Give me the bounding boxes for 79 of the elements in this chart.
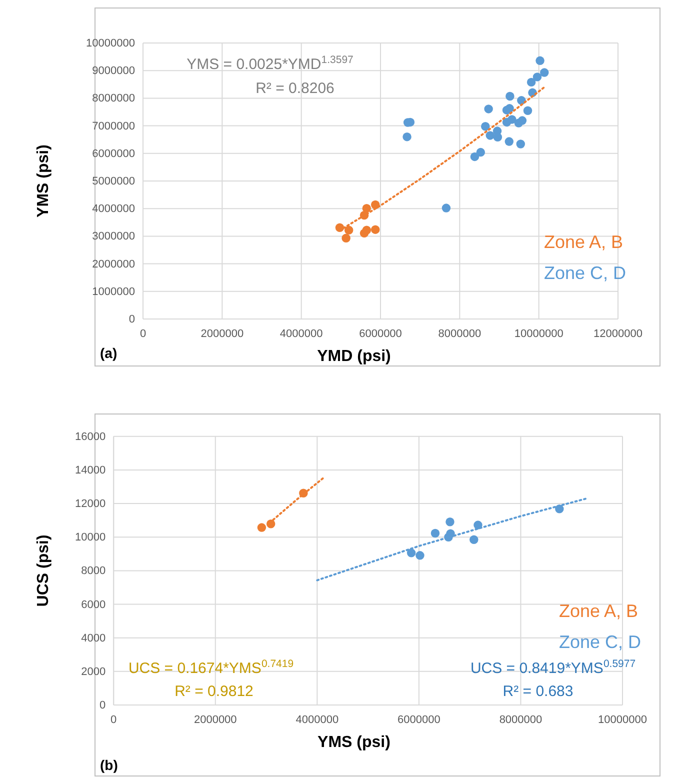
point: [504, 137, 514, 146]
point: [518, 116, 527, 125]
annotation: R² = 0.9812: [174, 683, 254, 700]
point: [476, 148, 486, 157]
point: [506, 92, 514, 101]
y-tick-label: 14000: [75, 464, 106, 476]
annotation: UCS = 0.8419*YMS$^{0.5977}$: [470, 658, 636, 677]
y-tick-label: 6000: [81, 598, 106, 611]
point: [402, 132, 412, 142]
point: [493, 132, 502, 142]
y-tick-label: 3000000: [92, 230, 135, 243]
y-tick-label: 0: [128, 314, 135, 326]
point: [532, 72, 542, 82]
x-axis-title: YMD (psi): [317, 348, 391, 365]
x-tick-label: 12000000: [594, 328, 642, 340]
y-axis-title: YMS (psi): [35, 144, 52, 218]
point: [486, 131, 495, 140]
point: [505, 104, 514, 113]
point: [430, 528, 440, 538]
point: [526, 78, 536, 87]
y-tick-label: 12000: [75, 498, 106, 510]
point: [516, 140, 525, 148]
y-tick-label: 16000: [75, 430, 106, 443]
text: Zone C, D: [544, 263, 626, 283]
point: [342, 234, 350, 242]
x-tick-label: 0: [140, 328, 146, 340]
annotation: YMS = 0.0025*YMD$^{1.3597}$: [186, 54, 354, 73]
x-tick-label: 8000000: [438, 328, 482, 340]
point: [362, 204, 372, 213]
x-tick-label: 10000000: [514, 328, 564, 340]
y-tick-label: 6000000: [92, 148, 135, 160]
point: [442, 204, 451, 212]
point: [257, 523, 266, 532]
y-tick-label: 2000: [81, 666, 106, 678]
text: Zone A, B: [544, 232, 624, 252]
y-tick-label: 0: [99, 700, 106, 712]
y-tick-label: 4000: [81, 632, 106, 644]
point: [536, 56, 544, 66]
point: [406, 548, 416, 558]
y-tick-label: 9000000: [92, 65, 135, 78]
x-tick-label: 2000000: [194, 714, 237, 726]
point: [362, 226, 372, 234]
text: (b): [100, 757, 118, 773]
x-tick-label: 2000000: [200, 328, 244, 340]
y-tick-label: 7000000: [92, 120, 135, 132]
y-tick-label: 8000000: [92, 92, 135, 105]
y-tick-label: 2000000: [92, 258, 135, 270]
annotation: R² = 0.683: [502, 683, 574, 700]
point: [470, 535, 478, 544]
point: [523, 106, 532, 115]
y-axis-title: UCS (psi): [35, 534, 52, 607]
x-tick-label: 6000000: [398, 714, 440, 726]
x-axis-title: YMS (psi): [318, 734, 390, 751]
point: [481, 122, 490, 131]
text: (a): [100, 345, 118, 361]
y-tick-label: 10000000: [86, 38, 135, 50]
x-tick-label: 4000000: [280, 328, 323, 340]
annotation: UCS = 0.1674*YMS$^{0.7419}$: [128, 658, 294, 677]
y-tick-label: 1000000: [92, 286, 135, 298]
point: [416, 551, 424, 560]
text: Zone A, B: [559, 601, 638, 621]
point: [446, 517, 454, 526]
point: [370, 225, 380, 234]
line-series: [316, 498, 587, 582]
point: [484, 104, 493, 114]
point: [344, 226, 354, 234]
x-tick-label: 6000000: [359, 328, 402, 340]
text: Zone C, D: [559, 632, 642, 652]
y-tick-label: 5000000: [92, 176, 135, 188]
point: [508, 115, 516, 124]
x-tick-label: 4000000: [296, 714, 339, 726]
x-tick-label: 8000000: [499, 714, 542, 726]
annotation: R² = 0.8206: [256, 80, 334, 97]
y-tick-label: 10000: [75, 532, 106, 544]
point: [470, 152, 480, 162]
point: [540, 68, 549, 77]
y-tick-label: 8000: [81, 565, 106, 578]
x-tick-label: 10000000: [598, 714, 647, 726]
y-tick-label: 4000000: [92, 203, 135, 216]
